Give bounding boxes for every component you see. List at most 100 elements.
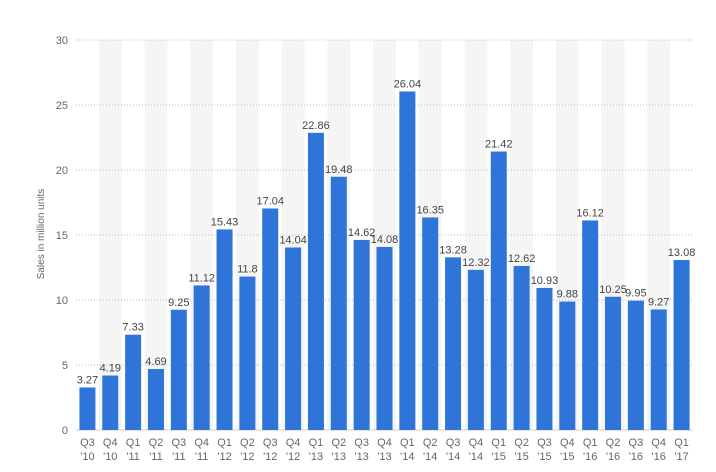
value-label: 9.25	[168, 297, 189, 309]
x-tick-label: Q3	[171, 437, 186, 449]
bar	[422, 217, 439, 430]
x-tick-label: Q1	[400, 437, 415, 449]
x-tick-label: Q2	[240, 437, 255, 449]
value-label: 14.62	[348, 227, 376, 239]
bar	[193, 285, 210, 430]
x-tick-label: Q2	[331, 437, 346, 449]
bar	[102, 375, 119, 430]
x-tick-label: '15	[514, 451, 528, 463]
bar	[330, 176, 347, 430]
bar	[467, 269, 484, 430]
value-label: 4.69	[145, 356, 166, 368]
value-label: 10.25	[599, 284, 627, 296]
value-label: 26.04	[394, 78, 422, 90]
x-tick-label: '15	[492, 451, 506, 463]
value-label: 17.04	[256, 195, 284, 207]
value-label: 7.33	[122, 322, 143, 334]
x-tick-label: '16	[606, 451, 620, 463]
y-tick-label: 25	[56, 100, 68, 112]
x-tick-label: Q1	[491, 437, 506, 449]
x-tick-label: Q2	[514, 437, 529, 449]
x-tick-label: Q3	[263, 437, 278, 449]
bar	[582, 220, 599, 430]
x-tick-label: '14	[446, 451, 460, 463]
x-tick-label: '11	[172, 451, 186, 463]
x-tick-label: '15	[560, 451, 574, 463]
bar	[536, 287, 553, 430]
value-label: 11.12	[188, 272, 215, 284]
value-label: 9.27	[648, 296, 669, 308]
bar	[216, 229, 233, 430]
x-tick-label: '16	[629, 451, 643, 463]
x-tick-label: '11	[149, 451, 163, 463]
y-axis-title: Sales in million units	[36, 189, 47, 280]
bar	[399, 91, 416, 430]
y-tick-label: 0	[62, 425, 68, 437]
x-tick-label: Q4	[286, 437, 301, 449]
x-tick-label: Q2	[606, 437, 621, 449]
y-axis-ticks: 0 5 10 15 20 25 30	[56, 35, 68, 437]
x-tick-label: Q1	[126, 437, 141, 449]
value-label: 22.86	[302, 120, 330, 132]
value-label: 21.42	[485, 139, 513, 151]
x-tick-label: '11	[195, 451, 209, 463]
x-tick-label: '12	[263, 451, 277, 463]
x-tick-label: Q3	[629, 437, 644, 449]
x-tick-label: Q4	[377, 437, 392, 449]
value-label: 16.35	[416, 204, 444, 216]
bar	[559, 301, 576, 430]
x-tick-label: '15	[537, 451, 551, 463]
x-axis-labels: Q3 '10 Q4 '10 Q1 '11 Q2 '11 Q3 '11 Q4 '11 Q1 '12 Q2 '12…	[80, 437, 689, 463]
value-label: 12.32	[462, 257, 490, 269]
bar	[147, 369, 164, 430]
x-tick-label: '14	[400, 451, 414, 463]
x-tick-label: Q4	[651, 437, 666, 449]
value-label: 9.95	[625, 288, 646, 300]
value-label: 19.48	[325, 164, 353, 176]
y-tick-label: 10	[56, 295, 68, 307]
value-label: 13.08	[668, 247, 696, 259]
x-tick-label: '12	[286, 451, 300, 463]
bar	[307, 132, 324, 430]
x-tick-label: Q3	[80, 437, 95, 449]
x-tick-label: '13	[377, 451, 391, 463]
x-tick-label: '17	[674, 451, 688, 463]
y-tick-label: 5	[62, 360, 68, 372]
x-tick-label: Q1	[583, 437, 598, 449]
bars	[79, 91, 690, 431]
value-label: 16.12	[576, 207, 604, 219]
bar	[353, 239, 370, 430]
bar	[605, 296, 622, 430]
bar	[650, 309, 667, 430]
y-tick-label: 20	[56, 165, 68, 177]
bar	[170, 309, 187, 430]
x-tick-label: '11	[126, 451, 140, 463]
x-tick-label: Q4	[103, 437, 118, 449]
x-tick-label: '16	[652, 451, 666, 463]
value-label: 11.8	[237, 264, 258, 276]
x-tick-label: '12	[240, 451, 254, 463]
value-label: 3.27	[77, 374, 98, 386]
x-tick-label: Q1	[309, 437, 324, 449]
value-label: 15.43	[211, 216, 239, 228]
x-tick-label: Q1	[217, 437, 232, 449]
background-band	[98, 40, 122, 430]
bar	[673, 259, 690, 430]
bar	[125, 334, 142, 430]
value-label: 4.19	[100, 363, 121, 375]
value-label: 13.28	[439, 244, 467, 256]
bar	[239, 276, 256, 430]
value-label: 12.62	[508, 253, 536, 265]
bar	[513, 265, 530, 430]
x-tick-label: '14	[469, 451, 483, 463]
x-tick-label: Q3	[537, 437, 552, 449]
x-tick-label: Q2	[149, 437, 164, 449]
bar	[490, 151, 507, 431]
x-tick-label: '12	[217, 451, 231, 463]
x-tick-label: '13	[309, 451, 323, 463]
x-tick-label: Q2	[423, 437, 438, 449]
x-tick-label: Q3	[446, 437, 461, 449]
value-label: 10.93	[531, 275, 559, 287]
